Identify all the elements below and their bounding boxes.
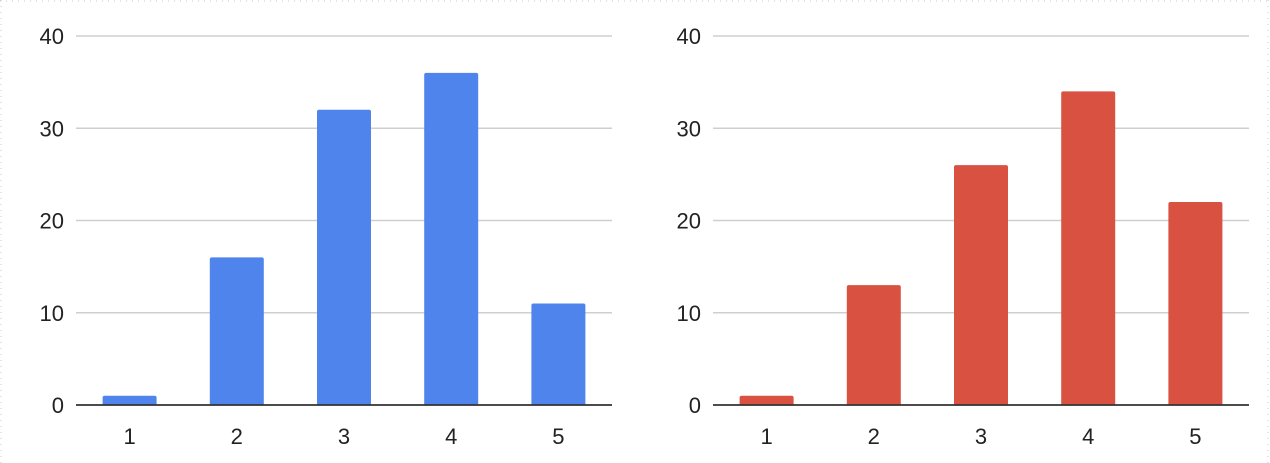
bar-1[interactable] bbox=[102, 395, 157, 405]
y-tick-label: 10 bbox=[40, 301, 64, 326]
x-tick-label: 1 bbox=[123, 424, 135, 449]
y-tick-label: 20 bbox=[677, 209, 701, 234]
chart-left: 0 10 20 30 40 1 2 3 4 5 bbox=[40, 24, 612, 449]
bar-5[interactable] bbox=[531, 303, 586, 405]
y-tick-label: 0 bbox=[689, 393, 701, 418]
bar-1[interactable] bbox=[739, 395, 794, 405]
bar-2[interactable] bbox=[846, 285, 901, 405]
x-tick-label: 3 bbox=[975, 424, 987, 449]
x-tick-label: 4 bbox=[445, 424, 457, 449]
x-tick-label: 4 bbox=[1082, 424, 1094, 449]
x-tick-label: 5 bbox=[1189, 424, 1201, 449]
x-tick-label: 5 bbox=[552, 424, 564, 449]
y-tick-label: 40 bbox=[40, 24, 64, 49]
y-tick-label: 10 bbox=[677, 301, 701, 326]
y-tick-label: 0 bbox=[52, 393, 64, 418]
x-tick-label: 3 bbox=[338, 424, 350, 449]
y-tick-label: 30 bbox=[677, 116, 701, 141]
y-tick-label: 40 bbox=[677, 24, 701, 49]
bar-3[interactable] bbox=[317, 109, 371, 406]
bar-3[interactable] bbox=[954, 165, 1008, 405]
bar-4[interactable] bbox=[424, 72, 479, 406]
bar-2[interactable] bbox=[209, 257, 264, 405]
chart-right: 0 10 20 30 40 1 2 3 4 5 bbox=[677, 24, 1249, 449]
bar-5[interactable] bbox=[1168, 202, 1223, 405]
y-tick-label: 30 bbox=[40, 116, 64, 141]
x-tick-label: 2 bbox=[868, 424, 880, 449]
x-tick-label: 1 bbox=[760, 424, 772, 449]
y-tick-label: 20 bbox=[40, 209, 64, 234]
x-tick-label: 2 bbox=[231, 424, 243, 449]
bar-4[interactable] bbox=[1061, 91, 1116, 405]
